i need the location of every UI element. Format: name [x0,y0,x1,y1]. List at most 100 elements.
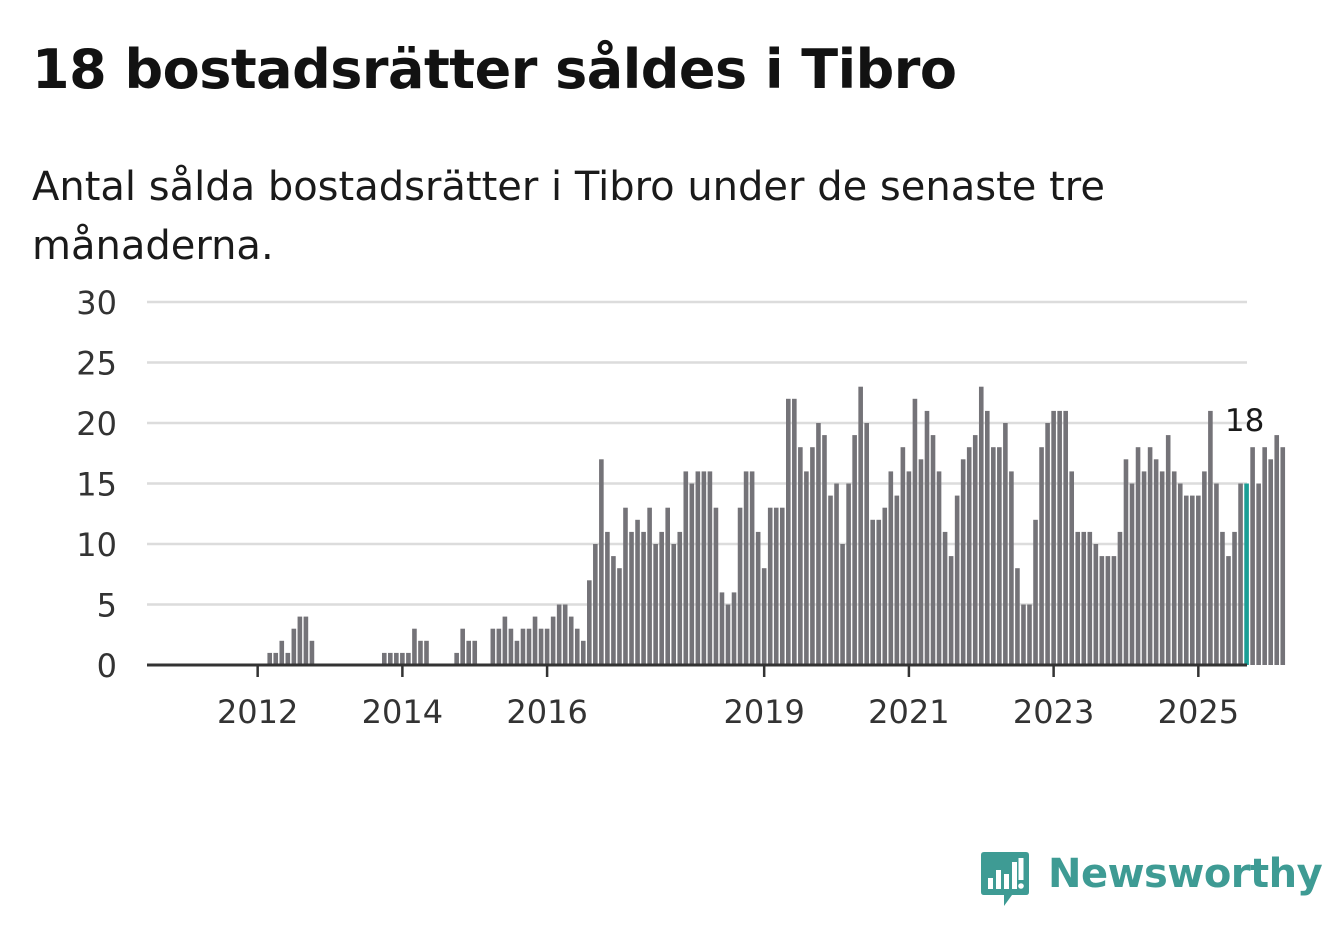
bar [900,447,906,665]
bar [273,652,279,665]
bar [514,640,520,665]
bar [1129,483,1135,665]
bar [1033,519,1038,665]
bar-series [267,386,1286,665]
bar [828,495,833,665]
y-tick-label-15: 15 [76,466,117,504]
bar [285,652,291,665]
bar [954,495,960,665]
bar [870,519,876,665]
bar [1256,483,1261,665]
y-tick-label-10: 10 [76,526,117,564]
bar [593,544,598,665]
bar [731,592,737,665]
bar [1123,459,1129,665]
bar [1147,447,1153,665]
bar [1045,423,1050,665]
x-axis [147,663,1247,677]
x-tick-label-2016: 2016 [506,693,587,731]
bar [767,507,773,665]
bar [1135,447,1141,665]
bar [1208,410,1213,665]
bar [1232,531,1237,665]
bar [568,616,574,665]
bar [297,616,303,665]
bar [496,628,502,665]
bar [755,531,761,665]
bar [1183,495,1189,665]
bar [556,604,562,665]
bar [1015,568,1020,665]
bar [798,447,803,665]
bar [641,531,646,665]
bar [960,459,966,665]
bar [918,459,924,665]
y-tick-label-0: 0 [97,647,117,685]
bar [761,568,767,665]
bar [460,628,465,665]
bar [1220,531,1225,665]
bar [786,398,791,665]
bar [852,435,857,665]
bar [834,483,839,665]
y-tick-label-5: 5 [97,587,117,625]
bar [611,556,616,665]
bar [1238,483,1243,665]
bar [701,471,707,665]
bar [267,652,273,665]
bar [930,435,936,665]
newsworthy-logo: Newsworthy [980,848,1322,910]
x-tick-label-2021: 2021 [868,693,949,731]
bar [743,471,749,665]
bar [719,592,725,665]
bar [574,628,580,665]
x-tick-label-2025: 2025 [1158,693,1239,731]
bar [997,447,1002,665]
bar [659,531,664,665]
chart-subtitle: Antal sålda bostadsrätter i Tibro under … [32,164,1105,269]
bar [472,640,478,665]
x-tick-label-2012: 2012 [217,693,298,731]
bar [1039,447,1044,665]
y-tick-label-25: 25 [76,345,117,383]
chart-speech-bubble-icon [981,852,1029,906]
bar [984,410,990,665]
bar [1226,556,1231,665]
bar [508,628,514,665]
bar [1250,447,1255,665]
bar [309,640,315,665]
bar [1003,423,1008,665]
bar [924,410,930,665]
y-tick-label-20: 20 [76,405,117,443]
bar [882,507,888,665]
bar [424,640,429,665]
bar [617,568,622,665]
bar [707,471,713,665]
bar [502,616,508,665]
bar [822,435,827,665]
bar [1274,435,1280,665]
bar [1099,556,1105,665]
bar [1051,410,1056,665]
x-tick-label-2023: 2023 [1013,693,1094,731]
bar [544,628,550,665]
bar [779,507,785,665]
x-tick-label-2019: 2019 [723,693,804,731]
bar [1117,531,1123,665]
bar [605,531,610,665]
bar [400,652,405,665]
bar [1190,495,1195,665]
bar [773,507,779,665]
bar [388,652,393,665]
bar [406,652,411,665]
bar [1081,531,1087,665]
bar [629,531,634,665]
bar [1153,459,1159,665]
bar [653,544,658,665]
bar [550,616,556,665]
bar [580,640,586,665]
bar [412,628,417,665]
bar [466,640,472,665]
bar [1111,556,1117,665]
